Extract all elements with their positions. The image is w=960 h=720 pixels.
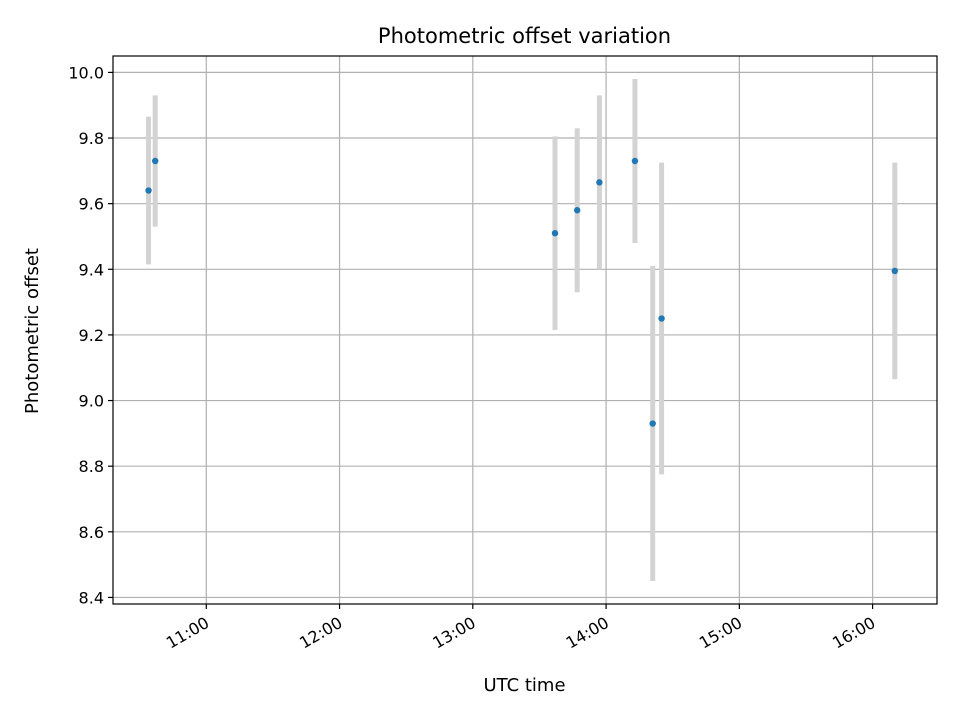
y-tick-label: 10.0	[68, 63, 104, 82]
y-tick-label: 8.6	[79, 523, 104, 542]
x-tick-label: 12:00	[296, 613, 345, 653]
plot-frame	[112, 55, 938, 605]
y-tick-label: 8.4	[79, 588, 104, 607]
y-axis-label: Photometric offset	[22, 248, 43, 414]
x-tick-label: 16:00	[829, 613, 878, 653]
y-tick-label: 9.2	[79, 326, 104, 345]
x-tick-label: 11:00	[163, 613, 212, 653]
chart-title: Photometric offset variation	[378, 24, 671, 48]
data-point	[658, 315, 665, 322]
data-point	[551, 229, 559, 237]
x-tick-label: 15:00	[696, 613, 745, 653]
data-point	[573, 207, 581, 214]
y-tick-label: 8.8	[79, 457, 104, 476]
x-tick-label: 13:00	[429, 613, 478, 653]
data-points	[145, 157, 899, 427]
x-tick-label: 14:00	[563, 613, 612, 653]
x-axis-label: UTC time	[483, 675, 565, 696]
data-point	[151, 157, 159, 165]
y-tick-label: 9.8	[79, 129, 104, 148]
data-point	[596, 179, 603, 186]
data-point	[891, 267, 899, 275]
grid	[113, 56, 937, 604]
data-point	[649, 420, 656, 427]
error-bars	[146, 78, 898, 582]
data-point	[145, 187, 152, 194]
y-tick-label: 9.0	[79, 392, 104, 411]
y-tick-label: 9.6	[79, 195, 104, 214]
y-tick-label: 9.4	[79, 260, 104, 279]
data-point	[631, 157, 639, 165]
y-axis-ticks: 8.4 8.6 8.8 9.0 9.2 9.4 9.6 9.8 10.0	[68, 63, 113, 607]
x-axis-ticks: 11:00 12:00 13:00 14:00 15:00 16:00	[163, 604, 879, 653]
